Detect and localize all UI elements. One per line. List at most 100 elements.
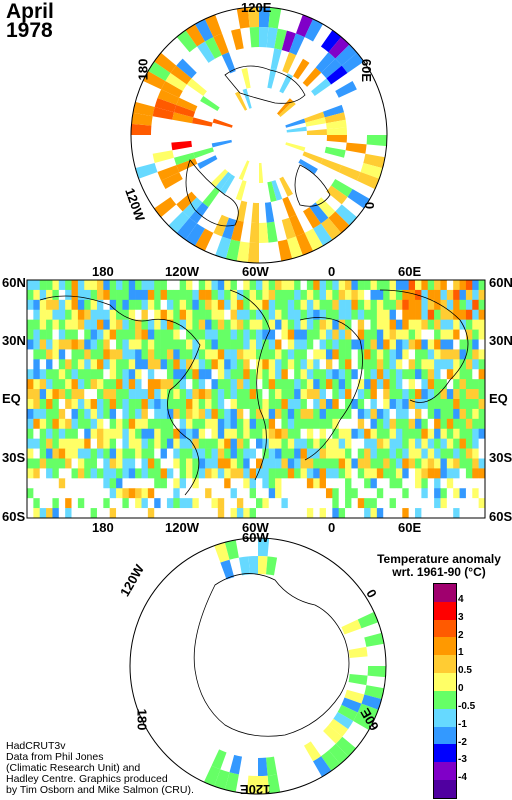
world-grid-cell bbox=[287, 349, 295, 360]
world-grid-cell bbox=[33, 329, 41, 340]
world-grid-cell bbox=[313, 508, 320, 519]
world-grid-cell bbox=[408, 428, 416, 439]
north-grid-cell bbox=[302, 151, 323, 164]
world-grid-cell bbox=[319, 458, 327, 469]
world-grid-cell bbox=[109, 438, 117, 449]
world-grid-cell bbox=[427, 418, 435, 430]
world-grid-cell bbox=[52, 289, 60, 301]
world-grid-cell bbox=[103, 418, 110, 430]
world-grid-cell bbox=[395, 498, 403, 509]
world-grid-cell bbox=[256, 458, 263, 469]
world-grid-cell bbox=[357, 349, 365, 360]
world-grid-cell bbox=[128, 379, 136, 390]
world-grid-cell bbox=[128, 369, 136, 380]
world-grid-cell bbox=[109, 359, 117, 370]
world-grid-cell bbox=[211, 418, 219, 430]
world-grid-cell bbox=[440, 458, 448, 469]
world-grid-cell bbox=[465, 468, 473, 479]
world-grid-cell bbox=[154, 438, 161, 449]
world-grid-cell bbox=[262, 448, 270, 459]
world-grid-cell bbox=[306, 349, 314, 360]
world-grid-cell bbox=[383, 309, 390, 320]
world-grid-cell bbox=[268, 309, 276, 320]
north-grid-cell bbox=[259, 162, 264, 183]
world-grid-cell bbox=[46, 389, 53, 400]
world-grid-cell bbox=[446, 309, 454, 320]
world-grid-cell bbox=[224, 319, 231, 330]
world-grid-cell bbox=[65, 478, 72, 489]
world-grid-cell bbox=[415, 458, 422, 469]
world-grid-cell bbox=[243, 309, 250, 320]
world-grid-cell bbox=[453, 319, 460, 330]
world-grid-cell bbox=[27, 408, 34, 420]
world-grid-cell bbox=[465, 478, 473, 489]
north-grid-cell bbox=[157, 89, 180, 105]
world-grid-cell bbox=[383, 478, 390, 489]
world-grid-cell bbox=[262, 339, 270, 350]
world-grid-cell bbox=[453, 498, 460, 509]
world-grid-cell bbox=[205, 399, 212, 410]
world-grid-cell bbox=[427, 458, 435, 469]
legend-swatch bbox=[434, 690, 456, 709]
lat-label-60n-left: 60N bbox=[2, 275, 26, 290]
world-grid-cell bbox=[294, 329, 301, 340]
world-grid-cell bbox=[313, 349, 320, 360]
world-grid-cell bbox=[395, 329, 403, 340]
north-grid-cell bbox=[295, 232, 314, 256]
world-grid-cell bbox=[27, 498, 34, 509]
world-grid-cell bbox=[434, 478, 441, 489]
world-grid-cell bbox=[376, 418, 384, 430]
world-grid-cell bbox=[224, 448, 231, 459]
world-grid-cell bbox=[224, 498, 231, 509]
world-grid-cell bbox=[459, 309, 467, 320]
world-grid-cell bbox=[230, 488, 238, 499]
world-grid-cell bbox=[364, 468, 371, 479]
north-grid-cell bbox=[320, 30, 342, 53]
world-grid-cell bbox=[300, 309, 308, 320]
world-grid-cell bbox=[332, 309, 339, 320]
world-grid-cell bbox=[154, 280, 161, 291]
world-grid-cell bbox=[198, 448, 206, 459]
world-grid-cell bbox=[179, 339, 187, 350]
world-grid-cell bbox=[465, 408, 473, 420]
world-grid-cell bbox=[281, 389, 289, 400]
world-grid-cell bbox=[262, 428, 270, 439]
world-grid-cell bbox=[147, 339, 155, 350]
south-grid-cell bbox=[224, 539, 239, 560]
world-grid-cell bbox=[434, 389, 441, 400]
world-grid-cell bbox=[192, 289, 200, 301]
world-grid-cell bbox=[313, 389, 320, 400]
world-grid-cell bbox=[154, 389, 161, 400]
north-grid-cell bbox=[345, 142, 367, 154]
world-grid-cell bbox=[345, 379, 352, 390]
world-grid-cell bbox=[230, 418, 238, 430]
world-grid-cell bbox=[281, 379, 289, 390]
world-grid-cell bbox=[332, 488, 339, 499]
world-grid-cell bbox=[332, 359, 339, 370]
world-grid-cell bbox=[281, 329, 289, 340]
world-grid-cell bbox=[141, 428, 149, 439]
world-grid-cell bbox=[300, 289, 308, 301]
world-grid-cell bbox=[141, 339, 149, 350]
world-grid-cell bbox=[256, 289, 263, 301]
world-grid-cell bbox=[319, 329, 327, 340]
world-grid-cell bbox=[128, 498, 136, 509]
world-grid-cell bbox=[287, 369, 295, 380]
world-grid-cell bbox=[434, 349, 441, 360]
world-grid-cell bbox=[459, 438, 467, 449]
world-grid-cell bbox=[402, 299, 409, 311]
world-grid-cell bbox=[122, 309, 130, 320]
world-grid-cell bbox=[186, 349, 193, 360]
world-grid-cell bbox=[90, 280, 98, 291]
world-grid-cell bbox=[294, 319, 301, 330]
world-grid-cell bbox=[351, 379, 359, 390]
world-grid-cell bbox=[186, 438, 193, 449]
world-grid-cell bbox=[27, 339, 34, 350]
world-grid-cell bbox=[408, 458, 416, 469]
world-grid-cell bbox=[306, 448, 314, 459]
world-grid-cell bbox=[383, 349, 390, 360]
world-grid-cell bbox=[370, 498, 378, 509]
world-grid-cell bbox=[249, 359, 257, 370]
world-grid-cell bbox=[243, 389, 250, 400]
world-grid-cell bbox=[268, 438, 276, 449]
